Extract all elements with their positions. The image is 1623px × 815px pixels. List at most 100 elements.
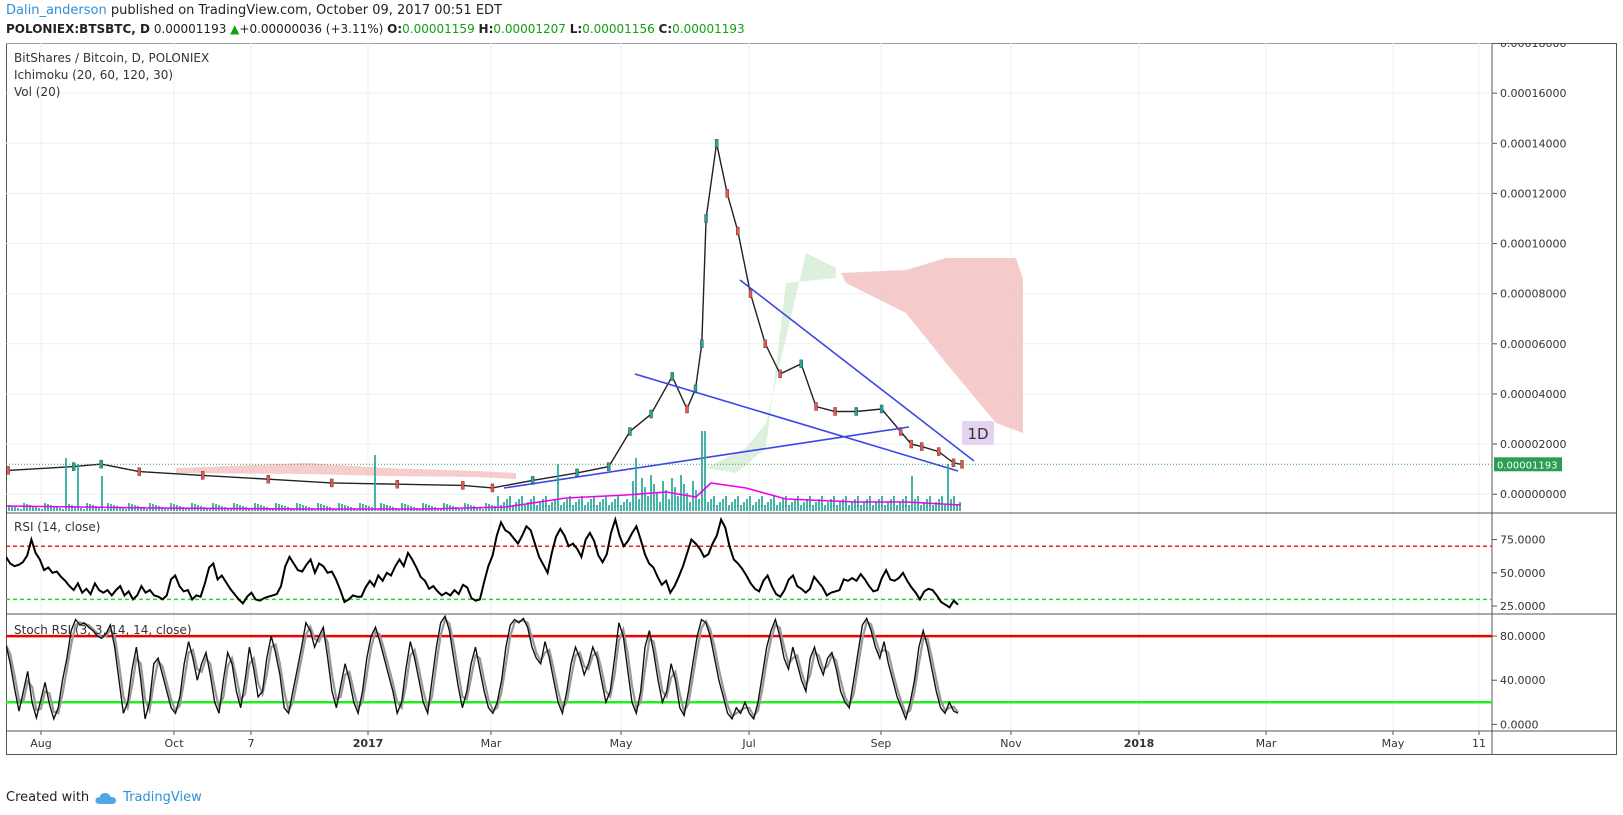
volume-bar <box>191 503 193 511</box>
volume-bar <box>590 499 592 511</box>
price-candle <box>71 462 76 471</box>
volume-bar <box>302 505 304 511</box>
volume-bar <box>275 503 277 511</box>
volume-bar <box>536 505 538 511</box>
stoch-tick-label: 40.0000 <box>1500 674 1546 687</box>
chart-svg[interactable]: 0.00018000 0.00016000 0.00014000 0.00012000… <box>4 37 1617 783</box>
volume-bar <box>494 506 496 511</box>
volume-bar <box>614 499 616 511</box>
price-candle <box>266 474 270 484</box>
price-tick-label: 0.00010000 <box>1500 238 1566 251</box>
volume-bar <box>464 503 466 511</box>
close-label: C: <box>658 22 673 36</box>
volume-bar <box>65 458 67 511</box>
volume-bar <box>704 431 706 511</box>
volume-bar <box>35 507 37 511</box>
chart-container[interactable]: 0.00018000 0.00016000 0.00014000 0.00012000… <box>4 37 1617 787</box>
volume-bar <box>161 507 163 511</box>
price-candle <box>395 479 399 489</box>
volume-bar <box>632 481 634 511</box>
volume-bar <box>212 503 214 511</box>
created-with: Created with <box>6 790 90 805</box>
volume-bar <box>824 505 826 511</box>
volume-bar <box>890 499 892 511</box>
x-tick-label: 2018 <box>1124 737 1155 750</box>
volume-bar <box>596 505 598 511</box>
volume-bar <box>776 505 778 511</box>
volume-bar <box>143 508 145 511</box>
author-link[interactable]: Dalin_anderson <box>6 3 107 18</box>
x-tick-label: Nov <box>1000 737 1022 750</box>
volume-bar <box>47 504 49 511</box>
volume-bar <box>716 505 718 511</box>
volume-bar <box>839 502 841 511</box>
x-tick-label: Mar <box>1256 737 1277 750</box>
change-arrow-icon: ▲ <box>230 22 240 36</box>
volume-bar <box>782 499 784 511</box>
volume-bar <box>899 502 901 511</box>
volume-bar <box>884 505 886 511</box>
price-candle <box>700 339 704 348</box>
volume-bar <box>587 502 589 511</box>
volume-bar <box>17 508 19 511</box>
volume-bar <box>905 496 907 511</box>
tradingview-link[interactable]: TradingView <box>123 790 202 805</box>
volume-bar <box>548 505 550 511</box>
volume-bar <box>380 503 382 511</box>
volume-bar <box>956 505 958 511</box>
price-candle <box>649 409 653 419</box>
volume-bar <box>512 505 514 511</box>
volume-bar <box>500 505 502 511</box>
volume-bar <box>935 502 937 511</box>
volume-bar <box>251 509 253 511</box>
volume-bar <box>773 496 775 511</box>
volume-bar <box>383 504 385 511</box>
volume-bar <box>647 496 649 511</box>
volume-bar <box>599 502 601 511</box>
volume-bar <box>374 455 376 511</box>
volume-bar <box>20 509 22 511</box>
volume-bar <box>800 505 802 511</box>
volume-bar <box>566 499 568 511</box>
volume-bar <box>575 502 577 511</box>
volume-bar <box>545 496 547 511</box>
price-candle <box>833 407 837 416</box>
volume-bar <box>752 505 754 511</box>
price-tick-label: 0.00000000 <box>1500 488 1566 501</box>
volume-bar <box>863 502 865 511</box>
publish-line: Dalin_anderson published on TradingView.… <box>6 3 502 18</box>
price-candle <box>854 407 858 416</box>
volume-bar <box>860 505 862 511</box>
x-tick-label: May <box>1382 737 1405 750</box>
volume-bar <box>233 503 235 511</box>
volume-bar <box>653 484 655 511</box>
ichimoku-cloud-green <box>706 253 836 473</box>
price-candle <box>799 359 803 369</box>
volume-bar <box>365 505 367 511</box>
volume-bar <box>41 509 43 511</box>
volume-bar <box>32 506 34 511</box>
volume-bar <box>209 509 211 511</box>
volume-bar <box>665 490 667 511</box>
volume-bar <box>728 505 730 511</box>
volume-bar <box>80 508 82 511</box>
price-candle <box>330 478 334 488</box>
volume-bar <box>554 499 556 511</box>
volume-bar <box>953 496 955 511</box>
volume-bar <box>119 507 121 511</box>
volume-bar <box>440 509 442 511</box>
trendline-descending <box>739 279 975 462</box>
volume-bar <box>476 507 478 511</box>
volume-bar <box>167 509 169 511</box>
volume-bar <box>635 458 637 511</box>
volume-bar <box>644 487 646 511</box>
volume-bar <box>428 505 430 511</box>
volume-bar <box>59 508 61 511</box>
rsi-title: RSI (14, close) <box>14 520 100 534</box>
volume-bar <box>626 499 628 511</box>
volume-bar <box>656 493 658 511</box>
x-tick-label: Aug <box>30 737 51 750</box>
price-candle <box>6 466 10 475</box>
volume-bar <box>581 496 583 511</box>
volume-bar <box>419 509 421 511</box>
